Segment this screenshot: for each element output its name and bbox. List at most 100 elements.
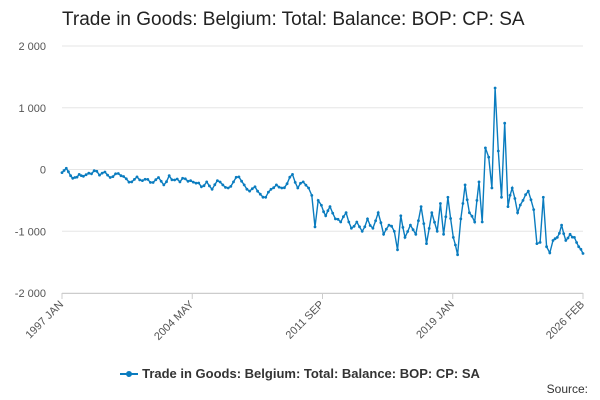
data-point[interactable] [200, 185, 203, 189]
data-point[interactable] [347, 220, 351, 224]
data-point[interactable] [143, 177, 147, 181]
data-point[interactable] [73, 176, 77, 179]
data-point[interactable] [322, 210, 325, 214]
data-point[interactable] [221, 183, 225, 187]
data-point[interactable] [344, 211, 348, 215]
data-point[interactable] [396, 248, 399, 252]
data-point[interactable] [366, 217, 369, 221]
data-point[interactable] [555, 236, 559, 239]
data-point[interactable] [475, 199, 479, 202]
data-point[interactable] [477, 180, 481, 184]
data-point[interactable] [301, 180, 305, 184]
data-point[interactable] [98, 173, 101, 177]
data-point[interactable] [463, 183, 467, 187]
data-point[interactable] [468, 211, 471, 215]
data-point[interactable] [181, 176, 185, 180]
data-point[interactable] [548, 251, 552, 255]
data-point[interactable] [324, 214, 328, 218]
data-point[interactable] [100, 171, 104, 175]
data-point[interactable] [419, 205, 423, 209]
data-point[interactable] [435, 229, 439, 233]
data-point[interactable] [363, 225, 367, 229]
data-point[interactable] [508, 193, 512, 197]
data-point[interactable] [87, 171, 91, 175]
data-point[interactable] [130, 180, 134, 184]
data-point[interactable] [376, 211, 380, 215]
data-point[interactable] [205, 180, 209, 184]
data-point[interactable] [331, 211, 335, 215]
data-point[interactable] [470, 214, 474, 218]
data-point[interactable] [326, 209, 330, 213]
data-point[interactable] [299, 181, 302, 185]
data-point[interactable] [248, 189, 252, 193]
data-point[interactable] [541, 195, 545, 199]
data-point[interactable] [84, 173, 88, 177]
data-point[interactable] [250, 187, 254, 191]
data-point[interactable] [459, 217, 463, 221]
data-point[interactable] [79, 174, 83, 178]
data-point[interactable] [529, 198, 533, 202]
data-point[interactable] [138, 178, 142, 182]
data-point[interactable] [269, 187, 273, 191]
data-point[interactable] [170, 178, 174, 182]
data-point[interactable] [532, 208, 536, 212]
data-point[interactable] [310, 194, 314, 197]
data-point[interactable] [358, 225, 361, 229]
data-point[interactable] [277, 185, 281, 189]
data-point[interactable] [103, 170, 107, 174]
data-point[interactable] [579, 247, 583, 251]
data-point[interactable] [240, 179, 244, 183]
data-point[interactable] [484, 146, 487, 150]
data-point[interactable] [127, 180, 131, 184]
data-point[interactable] [151, 181, 155, 184]
data-point[interactable] [67, 170, 70, 174]
data-point[interactable] [167, 174, 171, 178]
data-point[interactable] [480, 220, 484, 224]
data-point[interactable] [285, 182, 289, 186]
data-point[interactable] [503, 121, 507, 125]
data-point[interactable] [558, 231, 561, 235]
data-point[interactable] [245, 187, 249, 191]
data-point[interactable] [296, 186, 300, 190]
data-point[interactable] [258, 192, 262, 196]
data-point[interactable] [352, 224, 356, 228]
data-point[interactable] [350, 226, 353, 230]
data-point[interactable] [581, 252, 585, 255]
data-point[interactable] [95, 169, 99, 173]
data-point[interactable] [384, 227, 388, 231]
data-point[interactable] [316, 199, 320, 202]
data-point[interactable] [213, 183, 217, 187]
data-point[interactable] [194, 181, 198, 185]
data-point[interactable] [307, 186, 310, 190]
data-point[interactable] [401, 226, 405, 229]
data-point[interactable] [334, 217, 337, 221]
data-point[interactable] [191, 180, 195, 184]
data-point[interactable] [422, 222, 426, 226]
data-point[interactable] [379, 221, 383, 225]
data-point[interactable] [371, 226, 375, 230]
data-point[interactable] [368, 224, 372, 227]
data-point[interactable] [456, 253, 459, 257]
data-point[interactable] [108, 176, 112, 179]
data-point[interactable] [403, 236, 407, 239]
data-point[interactable] [360, 229, 364, 233]
data-point[interactable] [465, 198, 469, 202]
data-point[interactable] [382, 232, 385, 236]
data-point[interactable] [234, 175, 238, 179]
data-point[interactable] [411, 228, 415, 232]
data-point[interactable] [427, 227, 431, 230]
data-point[interactable] [518, 203, 522, 207]
data-point[interactable] [275, 183, 278, 187]
data-point[interactable] [264, 195, 268, 199]
data-point[interactable] [487, 155, 491, 159]
data-point[interactable] [256, 189, 259, 193]
data-point[interactable] [77, 173, 81, 176]
data-point[interactable] [216, 179, 219, 183]
data-point[interactable] [208, 184, 211, 188]
data-point[interactable] [183, 177, 187, 181]
data-point[interactable] [267, 190, 270, 194]
data-point[interactable] [90, 172, 93, 176]
data-point[interactable] [553, 237, 557, 241]
data-point[interactable] [114, 172, 117, 176]
data-point[interactable] [449, 217, 452, 220]
